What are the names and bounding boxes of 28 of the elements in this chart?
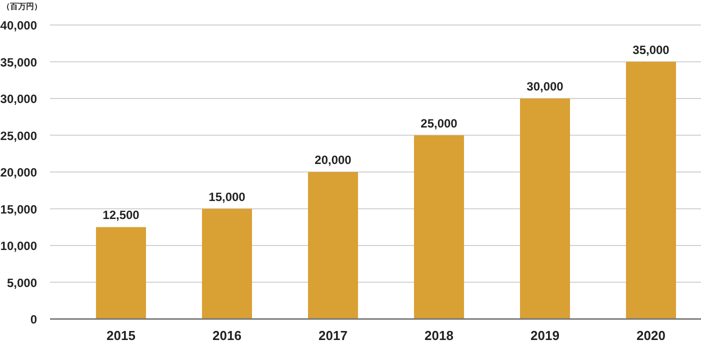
x-tick-label: 2017 xyxy=(318,328,348,343)
y-tick-label: 10,000 xyxy=(0,239,38,253)
bar xyxy=(520,98,570,319)
y-tick-label: 0 xyxy=(30,312,38,326)
y-tick-label: 25,000 xyxy=(0,128,38,143)
x-tick-label: 2015 xyxy=(106,328,136,343)
y-tick-label: 35,000 xyxy=(0,55,38,70)
data-label: 30,000 xyxy=(526,80,564,94)
y-tick-label: 15,000 xyxy=(0,202,38,216)
bar xyxy=(626,62,676,319)
x-tick-label: 2020 xyxy=(636,328,666,343)
bar xyxy=(414,135,464,319)
data-label: 20,000 xyxy=(314,153,352,167)
y-axis-title: （百万円） xyxy=(2,2,42,11)
bar xyxy=(202,208,252,319)
y-tick-label: 5,000 xyxy=(6,276,38,290)
data-label: 12,500 xyxy=(102,208,140,222)
y-tick-label: 40,000 xyxy=(0,18,38,32)
bar xyxy=(308,172,358,319)
x-tick-label: 2019 xyxy=(530,328,560,343)
bar xyxy=(96,227,146,319)
y-tick-label: 30,000 xyxy=(0,92,38,106)
x-tick-label: 2018 xyxy=(424,328,454,343)
y-tick-label: 20,000 xyxy=(0,166,38,180)
data-label: 15,000 xyxy=(208,190,246,204)
data-label: 25,000 xyxy=(420,116,458,130)
data-label: 35,000 xyxy=(632,42,670,57)
x-tick-label: 2016 xyxy=(212,328,242,343)
